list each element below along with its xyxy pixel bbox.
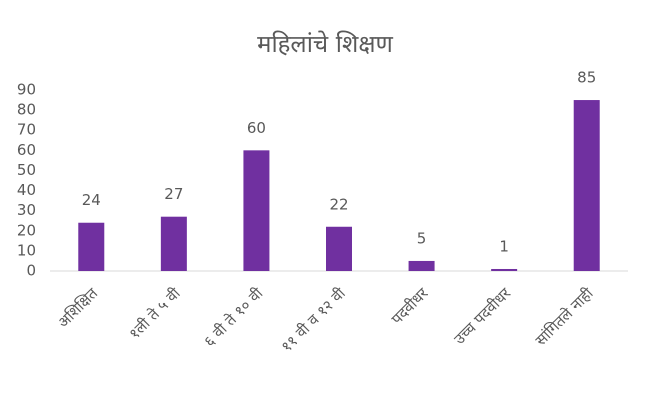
y-tick-label: 90	[17, 81, 36, 99]
bar	[160, 216, 187, 271]
bar	[491, 268, 518, 271]
data-label: 5	[417, 229, 427, 247]
y-tick-label: 50	[17, 161, 36, 179]
data-label: 27	[164, 185, 183, 203]
data-label: 1	[499, 237, 509, 255]
y-tick-label: 0	[26, 262, 36, 280]
data-label: 60	[247, 119, 266, 137]
bar	[573, 100, 600, 271]
y-tick-label: 20	[17, 221, 36, 239]
bar	[243, 150, 270, 271]
bar	[78, 222, 105, 271]
y-tick-label: 60	[17, 141, 36, 159]
y-tick-label: 10	[17, 241, 36, 259]
bar	[326, 226, 352, 271]
data-label: 22	[329, 195, 348, 213]
y-tick-label: 70	[17, 121, 36, 139]
y-tick-label: 80	[17, 101, 36, 119]
chart-title: महिलांचे शिक्षण	[257, 30, 393, 58]
y-tick-label: 30	[17, 201, 36, 219]
y-tick-label: 40	[17, 181, 36, 199]
bar	[408, 260, 435, 271]
data-label: 24	[82, 191, 101, 209]
data-label: 85	[577, 69, 596, 87]
